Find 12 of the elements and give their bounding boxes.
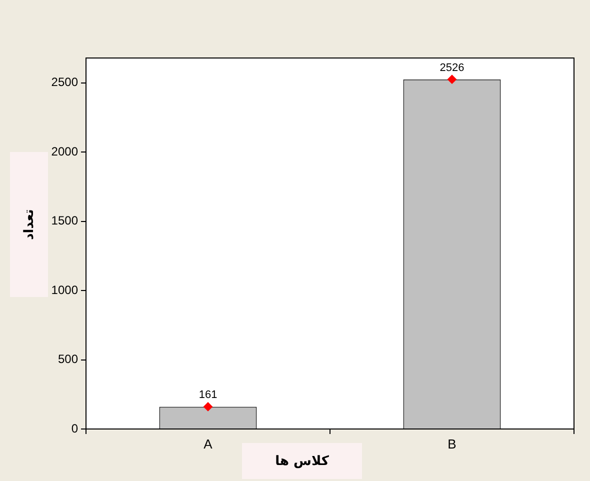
y-tick-label: 2000 — [51, 144, 78, 158]
y-axis-title: تعداد — [21, 209, 36, 240]
y-tick-label: 2500 — [51, 75, 78, 90]
x-axis-title: کلاس ها — [242, 443, 362, 479]
y-tick-label: 0 — [71, 421, 78, 436]
x-tick-label: B — [448, 436, 456, 452]
data-label: 2526 — [440, 62, 464, 74]
y-tick-label: 500 — [58, 352, 78, 366]
x-tick-label: A — [204, 436, 213, 452]
data-label: 161 — [198, 389, 218, 402]
y-tick-label: 1000 — [51, 282, 78, 297]
y-tick-label: 1500 — [51, 214, 78, 228]
